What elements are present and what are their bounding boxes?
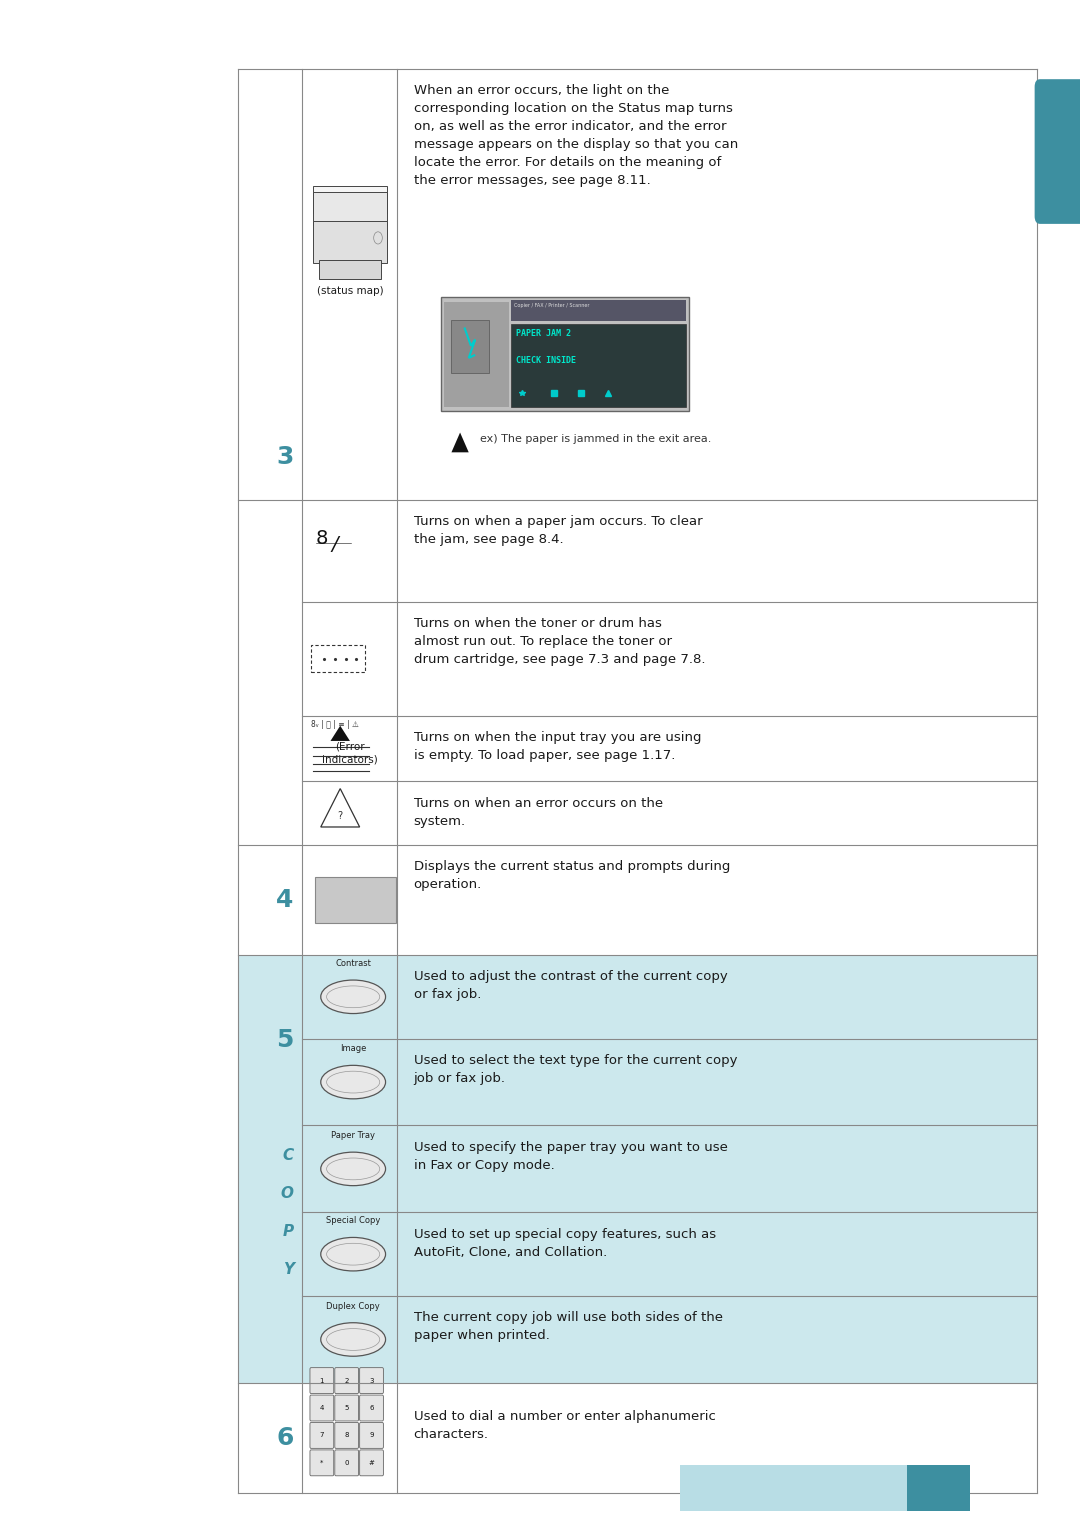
Text: 8: 8 (345, 1433, 349, 1438)
Ellipse shape (321, 1151, 386, 1185)
Text: Displays the current status and prompts during
operation.: Displays the current status and prompts … (414, 860, 730, 891)
Text: 5: 5 (276, 1028, 294, 1052)
FancyBboxPatch shape (238, 955, 1037, 1383)
Text: Contrast: Contrast (335, 959, 372, 969)
Text: 2: 2 (345, 1378, 349, 1383)
Text: Turns on when the input tray you are using
is empty. To load paper, see page 1.1: Turns on when the input tray you are usi… (414, 731, 701, 762)
Text: C: C (283, 1148, 294, 1162)
Ellipse shape (321, 1322, 386, 1355)
Text: Turns on when an error occurs on the
system.: Turns on when an error occurs on the sys… (414, 797, 663, 827)
FancyBboxPatch shape (360, 1422, 383, 1448)
Text: 8ᵥ | ⌗ | ≡ | ⚠: 8ᵥ | ⌗ | ≡ | ⚠ (311, 720, 359, 730)
Text: *: * (320, 1461, 324, 1465)
FancyBboxPatch shape (451, 320, 489, 373)
Ellipse shape (321, 1237, 386, 1270)
Text: O: O (281, 1186, 294, 1200)
FancyBboxPatch shape (335, 1450, 359, 1476)
Text: PAPER JAM 2: PAPER JAM 2 (516, 329, 571, 338)
FancyBboxPatch shape (360, 1450, 383, 1476)
Text: 9: 9 (369, 1433, 374, 1438)
Text: CHECK INSIDE: CHECK INSIDE (516, 356, 577, 366)
FancyBboxPatch shape (511, 324, 686, 407)
Text: 7: 7 (320, 1433, 324, 1438)
Text: Copier / FAX / Printer / Scanner: Copier / FAX / Printer / Scanner (514, 303, 590, 308)
Text: Paper Tray: Paper Tray (332, 1132, 375, 1139)
FancyBboxPatch shape (511, 300, 686, 321)
Text: (status map): (status map) (316, 286, 383, 297)
Text: 4: 4 (320, 1406, 324, 1410)
Text: Used to specify the paper tray you want to use
in Fax or Copy mode.: Used to specify the paper tray you want … (414, 1141, 728, 1171)
Text: 6: 6 (276, 1426, 294, 1450)
Ellipse shape (321, 1066, 386, 1100)
Text: 3: 3 (276, 445, 294, 469)
Text: Turns on when the toner or drum has
almost run out. To replace the toner or
drum: Turns on when the toner or drum has almo… (414, 617, 705, 666)
Text: Turns on when a paper jam occurs. To clear
the jam, see page 8.4.: Turns on when a paper jam occurs. To cle… (414, 515, 702, 545)
FancyBboxPatch shape (680, 1465, 907, 1511)
FancyBboxPatch shape (360, 1395, 383, 1421)
Polygon shape (451, 433, 469, 452)
Text: Used to select the text type for the current copy
job or fax job.: Used to select the text type for the cur… (414, 1054, 738, 1084)
Text: ex) The paper is jammed in the exit area.: ex) The paper is jammed in the exit area… (480, 434, 711, 443)
Ellipse shape (321, 981, 386, 1014)
FancyBboxPatch shape (335, 1422, 359, 1448)
FancyBboxPatch shape (907, 1465, 970, 1511)
Polygon shape (330, 726, 350, 742)
Text: The current copy job will use both sides of the
paper when printed.: The current copy job will use both sides… (414, 1311, 723, 1342)
Text: 5: 5 (345, 1406, 349, 1410)
Text: Used to dial a number or enter alphanumeric
characters.: Used to dial a number or enter alphanume… (414, 1410, 716, 1441)
Text: Duplex Copy: Duplex Copy (326, 1302, 380, 1310)
Text: P: P (283, 1224, 294, 1238)
FancyBboxPatch shape (444, 302, 509, 407)
Text: 3: 3 (369, 1378, 374, 1383)
Text: 1.7: 1.7 (927, 1480, 950, 1496)
Text: 1: 1 (1048, 133, 1076, 171)
Text: Image: Image (340, 1045, 366, 1054)
Text: Y: Y (283, 1263, 294, 1276)
Text: /: / (332, 535, 338, 554)
Text: GETTING STARTED: GETTING STARTED (689, 1483, 792, 1493)
FancyBboxPatch shape (313, 221, 387, 263)
FancyBboxPatch shape (310, 1422, 334, 1448)
Text: When an error occurs, the light on the
corresponding location on the Status map : When an error occurs, the light on the c… (414, 84, 738, 187)
Text: 4: 4 (276, 888, 294, 912)
FancyBboxPatch shape (441, 297, 689, 411)
Text: ?: ? (338, 812, 342, 821)
Text: #: # (368, 1461, 375, 1465)
FancyBboxPatch shape (319, 260, 381, 279)
FancyBboxPatch shape (310, 1450, 334, 1476)
Text: Special Copy: Special Copy (326, 1217, 380, 1224)
FancyBboxPatch shape (1035, 79, 1080, 224)
Text: Used to adjust the contrast of the current copy
or fax job.: Used to adjust the contrast of the curre… (414, 970, 728, 1001)
FancyBboxPatch shape (310, 1368, 334, 1394)
FancyBboxPatch shape (313, 186, 387, 213)
Text: 0: 0 (345, 1461, 349, 1465)
FancyBboxPatch shape (335, 1368, 359, 1394)
Text: Used to set up special copy features, such as
AutoFit, Clone, and Collation.: Used to set up special copy features, su… (414, 1228, 716, 1258)
Text: 8: 8 (315, 528, 328, 548)
Text: (Error
indicators): (Error indicators) (322, 742, 378, 765)
FancyBboxPatch shape (310, 1395, 334, 1421)
FancyBboxPatch shape (360, 1368, 383, 1394)
Text: 1: 1 (320, 1378, 324, 1383)
Text: 6: 6 (369, 1406, 374, 1410)
FancyBboxPatch shape (315, 877, 396, 923)
FancyBboxPatch shape (313, 192, 387, 225)
FancyBboxPatch shape (335, 1395, 359, 1421)
